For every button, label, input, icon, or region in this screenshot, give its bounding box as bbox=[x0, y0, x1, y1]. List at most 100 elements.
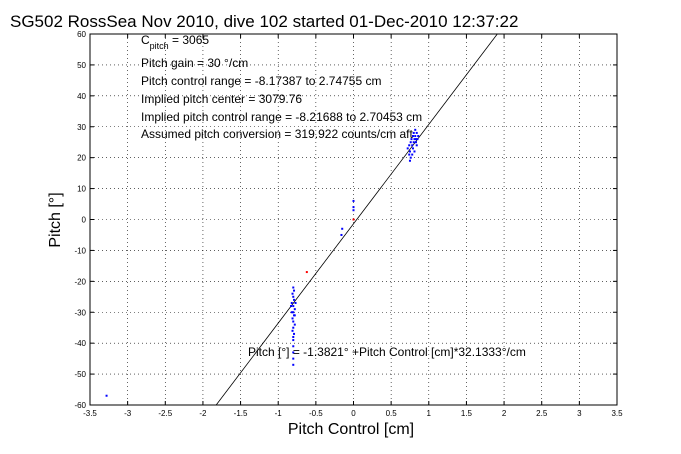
x-tick-label: 2 bbox=[502, 409, 507, 418]
data-point bbox=[292, 357, 295, 360]
y-tick-label: -20 bbox=[74, 277, 86, 286]
data-point bbox=[411, 135, 414, 138]
fit-equation-label: Pitch [°] = -1.3821° +Pitch Control [cm]… bbox=[248, 345, 526, 359]
data-point bbox=[408, 150, 411, 153]
data-point bbox=[414, 128, 417, 131]
data-point bbox=[409, 156, 412, 159]
data-point bbox=[292, 351, 295, 354]
data-point bbox=[293, 314, 296, 317]
y-axis-label: Pitch [°] bbox=[47, 192, 64, 247]
data-point bbox=[413, 150, 416, 153]
data-point bbox=[290, 311, 293, 314]
y-tick-label: -60 bbox=[74, 401, 86, 410]
y-tick-label: -50 bbox=[74, 370, 86, 379]
data-point bbox=[412, 131, 415, 134]
data-point bbox=[292, 345, 295, 348]
data-point bbox=[292, 311, 295, 314]
x-tick-label: -1 bbox=[275, 409, 283, 418]
data-point bbox=[293, 289, 296, 292]
data-point bbox=[414, 135, 417, 138]
data-point bbox=[292, 326, 295, 329]
annotation-c-pitch: Cpitch = 3065 bbox=[141, 33, 209, 51]
data-point bbox=[411, 153, 414, 156]
data-point bbox=[292, 320, 295, 323]
annotation-pitch-control-range: Pitch control range = -8.17387 to 2.7475… bbox=[141, 74, 382, 88]
fit-line bbox=[215, 33, 498, 406]
scatter-points bbox=[105, 128, 420, 397]
data-point bbox=[341, 227, 344, 230]
y-tick-label: 30 bbox=[77, 123, 86, 132]
x-tick-label: -2 bbox=[199, 409, 207, 418]
data-point bbox=[406, 147, 409, 150]
y-tick-label: 40 bbox=[77, 92, 86, 101]
y-tick-label: -10 bbox=[74, 246, 86, 255]
data-point bbox=[293, 323, 296, 326]
x-tick-label: 3 bbox=[577, 409, 582, 418]
data-point bbox=[411, 144, 414, 147]
x-ticks: -3.5 -3 -2.5 -2 -1.5 -1 -0.5 0 0.5 1 1.5 2 2.5 3 3.5 bbox=[83, 34, 623, 418]
data-point bbox=[412, 141, 415, 144]
x-tick-label: -3 bbox=[124, 409, 132, 418]
data-point bbox=[290, 301, 293, 304]
data-point bbox=[409, 141, 412, 144]
x-tick-label: 1 bbox=[427, 409, 432, 418]
y-ticks: 60 50 40 30 20 10 0 -10 -20 -30 -40 -50 -60 bbox=[74, 30, 617, 410]
annotation-c-main: C bbox=[141, 33, 150, 47]
data-point bbox=[290, 305, 293, 308]
data-point bbox=[408, 144, 411, 147]
data-point bbox=[414, 138, 417, 141]
annotation-assumed-conversion: Assumed pitch conversion = 319.922 count… bbox=[141, 127, 413, 141]
x-tick-label: -2.5 bbox=[158, 409, 172, 418]
data-point bbox=[292, 363, 295, 366]
x-tick-label: -0.5 bbox=[309, 409, 323, 418]
data-point bbox=[105, 394, 108, 397]
data-point bbox=[305, 271, 308, 274]
annotation-implied-control-range: Implied pitch control range = -8.21688 t… bbox=[141, 110, 422, 124]
annotation-pitch-gain: Pitch gain = 30 °/cm bbox=[141, 56, 248, 70]
data-point bbox=[294, 301, 297, 304]
data-point bbox=[291, 292, 294, 295]
data-point bbox=[293, 298, 296, 301]
data-point bbox=[291, 317, 294, 320]
data-point bbox=[411, 147, 414, 150]
data-point bbox=[408, 159, 411, 162]
data-point bbox=[352, 199, 355, 202]
y-tick-label: -30 bbox=[74, 308, 86, 317]
x-tick-label: 3.5 bbox=[611, 409, 623, 418]
data-point bbox=[292, 295, 295, 298]
x-axis-label: Pitch Control [cm] bbox=[288, 421, 414, 438]
y-tick-label: -40 bbox=[74, 339, 86, 348]
x-tick-label: 1.5 bbox=[461, 409, 473, 418]
data-point bbox=[410, 138, 413, 141]
annotation-c-sub: pitch bbox=[150, 41, 169, 51]
data-point bbox=[340, 233, 343, 236]
x-tick-label: 0.5 bbox=[386, 409, 398, 418]
y-tick-label: 50 bbox=[77, 61, 86, 70]
x-tick-label: 0 bbox=[351, 409, 356, 418]
annotation-c-value: = 3065 bbox=[169, 33, 210, 47]
data-point bbox=[414, 141, 417, 144]
y-tick-label: 20 bbox=[77, 154, 86, 163]
chart-title: SG502 RossSea Nov 2010, dive 102 started… bbox=[10, 12, 518, 31]
x-tick-label: -3.5 bbox=[83, 409, 97, 418]
y-tick-label: 60 bbox=[77, 30, 86, 39]
data-point bbox=[415, 144, 418, 147]
data-point bbox=[352, 206, 355, 209]
x-tick-label: -1.5 bbox=[234, 409, 248, 418]
data-point bbox=[416, 138, 419, 141]
data-point bbox=[352, 218, 355, 221]
data-point bbox=[292, 286, 295, 289]
data-point bbox=[293, 308, 296, 311]
x-tick-label: 2.5 bbox=[536, 409, 548, 418]
data-point bbox=[413, 138, 416, 141]
y-tick-label: 10 bbox=[77, 185, 86, 194]
y-tick-label: 0 bbox=[82, 216, 87, 225]
data-point bbox=[352, 209, 355, 212]
data-point bbox=[291, 329, 294, 332]
data-point bbox=[292, 305, 295, 308]
data-point bbox=[415, 131, 418, 134]
data-point bbox=[408, 153, 411, 156]
data-point bbox=[417, 135, 420, 138]
annotation-implied-pitch-center: Implied pitch center = 3079.76 bbox=[141, 92, 302, 106]
